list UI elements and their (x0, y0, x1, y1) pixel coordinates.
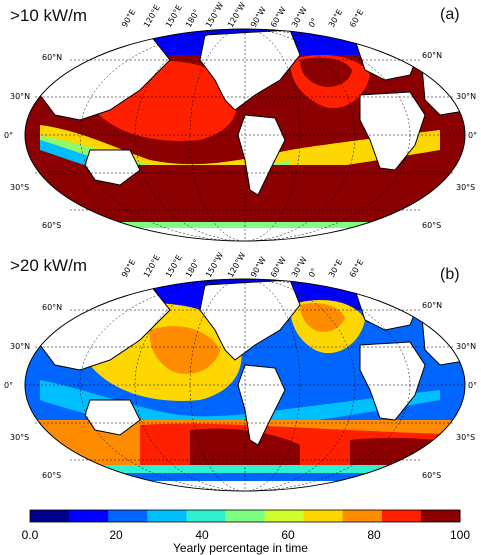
lon-label: 90°E (120, 258, 137, 279)
lat-label-right: 60°S (422, 471, 441, 480)
map-panel-a: >10 kW/m (a) (0, 0, 481, 245)
lat-label-left: 30°N (10, 342, 30, 351)
lon-label: 0° (307, 267, 319, 279)
lon-label: 30°E (327, 8, 344, 29)
colorbar-frame (29, 509, 461, 523)
lon-label: 0° (307, 17, 319, 29)
colorbar-tick: 20 (109, 528, 123, 542)
lon-label: 90°W (249, 5, 268, 29)
colorbar-swatch (69, 510, 109, 522)
colorbar-swatch (420, 510, 461, 522)
lat-label-left: 60°N (42, 53, 62, 62)
colorbar-swatch (30, 510, 70, 522)
lat-label-right: 30°S (456, 183, 475, 192)
colorbar-swatches (29, 509, 461, 523)
lon-label: 90°E (120, 8, 137, 29)
lon-label: 30°W (290, 255, 309, 279)
lon-label: 150°E (164, 3, 184, 29)
lon-label: 120°E (142, 253, 162, 279)
colorbar-tick: 80 (367, 528, 381, 542)
lon-label: 60°W (269, 255, 288, 279)
colorbar: 0.0 20 40 60 80 100 Yearly percentage in… (0, 508, 481, 555)
lon-labels-a: 90°E 120°E 150°E 180° 150°W 120°W 90°W 6… (120, 1, 365, 29)
lat-label-right: 0° (468, 381, 477, 390)
lon-label: 180° (184, 8, 201, 29)
colorbar-swatch (108, 510, 148, 522)
lon-labels-b: 90°E 120°E 150°E 180° 150°W 120°W 90°W 6… (120, 251, 365, 279)
lon-label: 120°E (142, 3, 162, 29)
lat-label-right: 30°N (456, 92, 476, 101)
lat-label-right: 60°S (422, 221, 441, 230)
colorbar-swatch (342, 510, 383, 522)
lon-label: 150°W (204, 251, 225, 279)
colorbar-title: Yearly percentage in time (173, 541, 308, 555)
lon-label: 60°E (348, 8, 365, 29)
panel-b-label: (b) (440, 266, 460, 283)
panel-a-title: >10 kW/m (10, 6, 87, 25)
lon-label: 30°E (327, 258, 344, 279)
lon-label: 90°W (249, 255, 268, 279)
lat-label-left: 30°S (10, 183, 29, 192)
map-a-border (24, 28, 466, 242)
lon-label: 120°W (226, 251, 247, 279)
lat-labels-b: 60°N 30°N 0° 30°S 60°S 60°N 30°N 0° 30°S… (4, 301, 477, 480)
colorbar-swatch (225, 510, 266, 522)
lat-label-left: 30°N (10, 92, 30, 101)
colorbar-tick: 100 (449, 528, 471, 542)
lon-label: 30°W (290, 5, 309, 29)
lon-label: 180° (184, 258, 201, 279)
lon-label: 120°W (226, 1, 247, 29)
map-a-svg: 90°E 120°E 150°E 180° 150°W 120°W 90°W 6… (4, 1, 477, 242)
lon-label: 150°W (204, 1, 225, 29)
lon-label: 150°E (164, 253, 184, 279)
colorbar-tick: 40 (195, 528, 209, 542)
colorbar-swatch (264, 510, 305, 522)
colorbar-swatch (147, 510, 187, 522)
map-panel-b: >20 kW/m (b) (0, 250, 481, 512)
colorbar-swatch (303, 510, 344, 522)
lat-label-right: 0° (468, 131, 477, 140)
lat-label-left: 60°S (42, 471, 61, 480)
lat-label-left: 60°N (42, 303, 62, 312)
lat-labels-a: 60°N 30°N 0° 30°S 60°S 60°N 30°N 0° 30°S… (4, 51, 477, 230)
map-b-svg: 90°E 120°E 150°E 180° 150°W 120°W 90°W 6… (4, 251, 477, 492)
lon-label: 60°E (348, 258, 365, 279)
panel-a-label: (a) (440, 6, 460, 23)
lat-label-left: 0° (4, 131, 13, 140)
map-b-border (24, 278, 466, 492)
colorbar-swatch (186, 510, 226, 522)
lat-label-left: 30°S (10, 433, 29, 442)
colorbar-tick: 60 (281, 528, 295, 542)
colorbar-swatch (381, 510, 422, 522)
panel-b-title: >20 kW/m (10, 256, 87, 275)
lat-label-left: 0° (4, 381, 13, 390)
lon-label: 60°W (269, 5, 288, 29)
colorbar-tick: 0.0 (21, 528, 39, 542)
lat-label-left: 60°S (42, 221, 61, 230)
lat-label-right: 60°N (422, 51, 442, 60)
lat-label-right: 60°N (422, 301, 442, 310)
lat-label-right: 30°S (456, 433, 475, 442)
lat-label-right: 30°N (456, 342, 476, 351)
